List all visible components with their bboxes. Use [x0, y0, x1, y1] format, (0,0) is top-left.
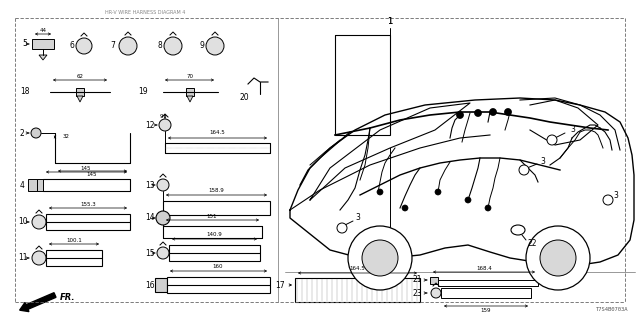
- Circle shape: [540, 240, 576, 276]
- Text: 22: 22: [528, 238, 538, 247]
- Text: 4: 4: [20, 180, 25, 189]
- Text: 158.9: 158.9: [208, 188, 224, 193]
- Bar: [430, 277, 438, 284]
- Text: 16: 16: [145, 281, 155, 290]
- Text: 3: 3: [355, 213, 360, 222]
- Text: 160: 160: [212, 265, 223, 269]
- Ellipse shape: [511, 225, 525, 235]
- Bar: [335, 35, 390, 135]
- FancyArrow shape: [20, 293, 56, 312]
- Bar: [438, 280, 538, 286]
- Text: 159: 159: [481, 308, 492, 313]
- Text: 6: 6: [70, 42, 75, 51]
- Bar: [155, 278, 167, 292]
- Bar: [37, 179, 43, 191]
- Text: 7: 7: [110, 42, 115, 51]
- Text: 3: 3: [613, 190, 618, 199]
- Text: 14: 14: [145, 213, 155, 222]
- Circle shape: [519, 165, 529, 175]
- Bar: [32, 39, 54, 49]
- Text: 19: 19: [138, 87, 148, 97]
- Bar: [76, 88, 84, 96]
- Text: 20: 20: [240, 92, 250, 101]
- Circle shape: [431, 288, 441, 298]
- Circle shape: [474, 109, 481, 116]
- Circle shape: [31, 128, 41, 138]
- Polygon shape: [187, 96, 193, 102]
- Text: 3: 3: [540, 157, 545, 166]
- Circle shape: [206, 37, 224, 55]
- Text: 3: 3: [570, 125, 575, 134]
- Text: 11: 11: [18, 253, 28, 262]
- Polygon shape: [77, 96, 83, 102]
- Text: 151: 151: [207, 213, 217, 219]
- Bar: [169, 245, 260, 261]
- Bar: [163, 201, 270, 215]
- Text: 1: 1: [387, 18, 392, 27]
- Circle shape: [157, 247, 169, 259]
- Text: 155.3: 155.3: [80, 202, 96, 206]
- Polygon shape: [39, 55, 47, 60]
- Text: 145: 145: [81, 165, 92, 171]
- Text: 44: 44: [40, 28, 47, 33]
- Text: 70: 70: [186, 74, 193, 78]
- Text: 32: 32: [63, 133, 70, 139]
- Circle shape: [465, 197, 471, 203]
- Bar: [28, 179, 37, 191]
- Circle shape: [32, 215, 46, 229]
- Circle shape: [76, 38, 92, 54]
- Circle shape: [490, 108, 497, 116]
- Circle shape: [377, 189, 383, 195]
- Circle shape: [164, 37, 182, 55]
- Circle shape: [456, 111, 463, 118]
- Circle shape: [485, 205, 491, 211]
- Circle shape: [504, 108, 511, 116]
- Text: 164.5: 164.5: [209, 131, 225, 135]
- Text: 23: 23: [412, 289, 422, 298]
- Text: 12: 12: [145, 121, 154, 130]
- Circle shape: [157, 179, 169, 191]
- Bar: [295, 278, 420, 302]
- Text: 10: 10: [18, 218, 28, 227]
- Circle shape: [402, 205, 408, 211]
- Text: 100.1: 100.1: [66, 237, 82, 243]
- Text: 5: 5: [22, 39, 27, 49]
- Text: 2: 2: [20, 129, 25, 138]
- Text: 21: 21: [413, 276, 422, 284]
- Text: FR.: FR.: [60, 292, 76, 301]
- Text: 164.5: 164.5: [349, 267, 365, 271]
- Circle shape: [547, 135, 557, 145]
- Text: 15: 15: [145, 249, 155, 258]
- Text: 9: 9: [200, 42, 205, 51]
- Circle shape: [32, 251, 46, 265]
- Text: 1: 1: [387, 18, 392, 27]
- Bar: [46, 214, 130, 230]
- Text: 140.9: 140.9: [206, 233, 222, 237]
- Circle shape: [435, 189, 441, 195]
- Text: HR-V WIRE HARNESS DIAGRAM 4: HR-V WIRE HARNESS DIAGRAM 4: [105, 10, 185, 14]
- Bar: [441, 288, 531, 298]
- Bar: [167, 277, 270, 293]
- Circle shape: [337, 223, 347, 233]
- Text: 9: 9: [159, 115, 163, 119]
- Text: 145: 145: [87, 172, 97, 178]
- Text: 62: 62: [77, 74, 83, 78]
- Circle shape: [603, 195, 613, 205]
- Text: 168.4: 168.4: [476, 266, 492, 270]
- Circle shape: [362, 240, 398, 276]
- Bar: [46, 250, 102, 266]
- Circle shape: [348, 226, 412, 290]
- Circle shape: [119, 37, 137, 55]
- Circle shape: [159, 119, 171, 131]
- Text: 13: 13: [145, 180, 155, 189]
- Text: 18: 18: [20, 87, 29, 97]
- Text: 8: 8: [157, 42, 162, 51]
- Circle shape: [526, 226, 590, 290]
- Bar: [186, 88, 194, 96]
- Text: T7S4B0703A: T7S4B0703A: [595, 307, 628, 312]
- Text: 17: 17: [275, 281, 285, 290]
- Circle shape: [156, 211, 170, 225]
